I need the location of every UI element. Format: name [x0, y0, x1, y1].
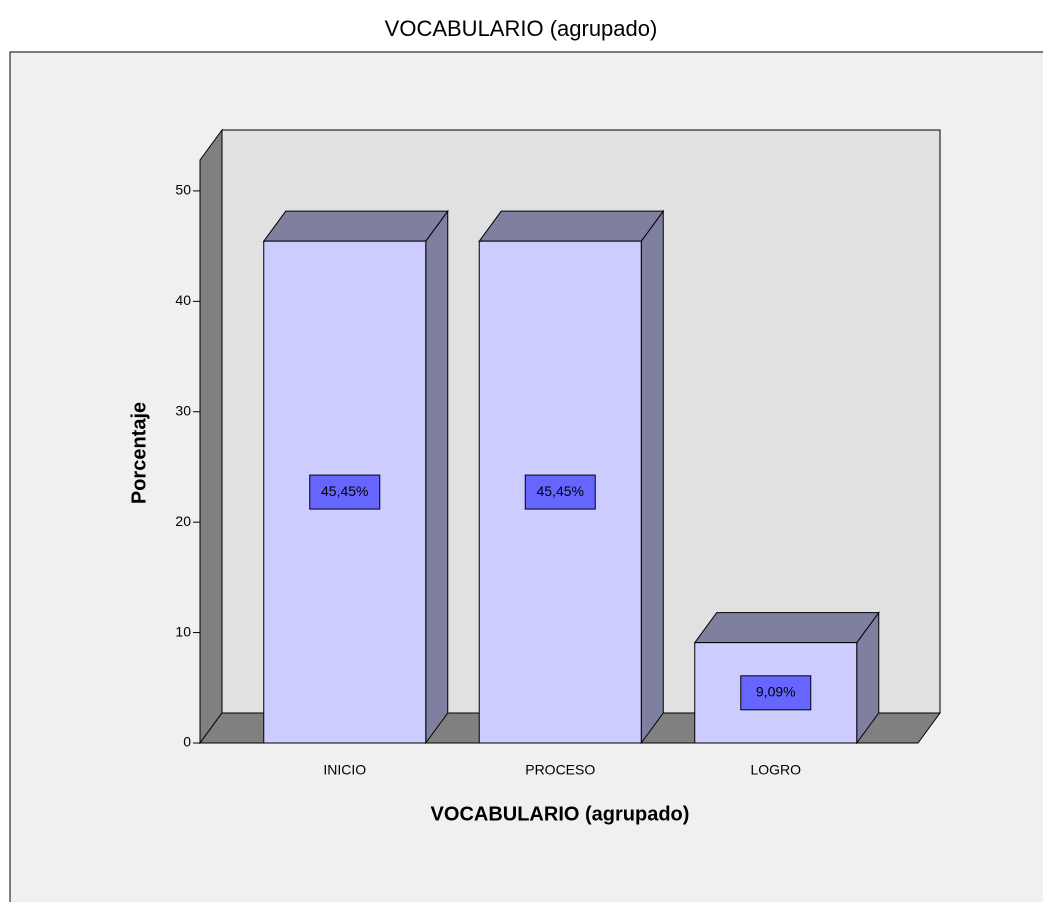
value-label-box: [740, 675, 812, 711]
x-axis-label: VOCABULARIO (agrupado): [431, 803, 690, 825]
y-tick-label: 40: [175, 292, 191, 308]
left-wall: [199, 128, 223, 745]
value-label-box: [524, 474, 596, 510]
value-label: 45,45%: [321, 483, 368, 499]
value-label-box: [309, 474, 381, 510]
y-tick-label: 30: [175, 402, 191, 418]
y-axis-label: Porcentaje: [128, 402, 150, 504]
bar-top: [693, 612, 880, 644]
value-label: 45,45%: [537, 483, 584, 499]
bar-side: [425, 209, 449, 745]
x-tick-label: LOGRO: [750, 762, 801, 778]
y-tick-label: 50: [175, 182, 191, 198]
bar-top: [262, 210, 449, 242]
bar-side: [640, 209, 664, 745]
x-tick-label: PROCESO: [525, 762, 595, 778]
bar-top: [478, 210, 665, 242]
y-tick-label: 0: [183, 734, 191, 750]
value-label: 9,09%: [756, 684, 796, 700]
chart-title: VOCABULARIO (agrupado): [385, 16, 658, 41]
y-tick-label: 20: [175, 513, 191, 529]
y-tick-label: 10: [175, 623, 191, 639]
x-tick-label: INICIO: [323, 762, 366, 778]
